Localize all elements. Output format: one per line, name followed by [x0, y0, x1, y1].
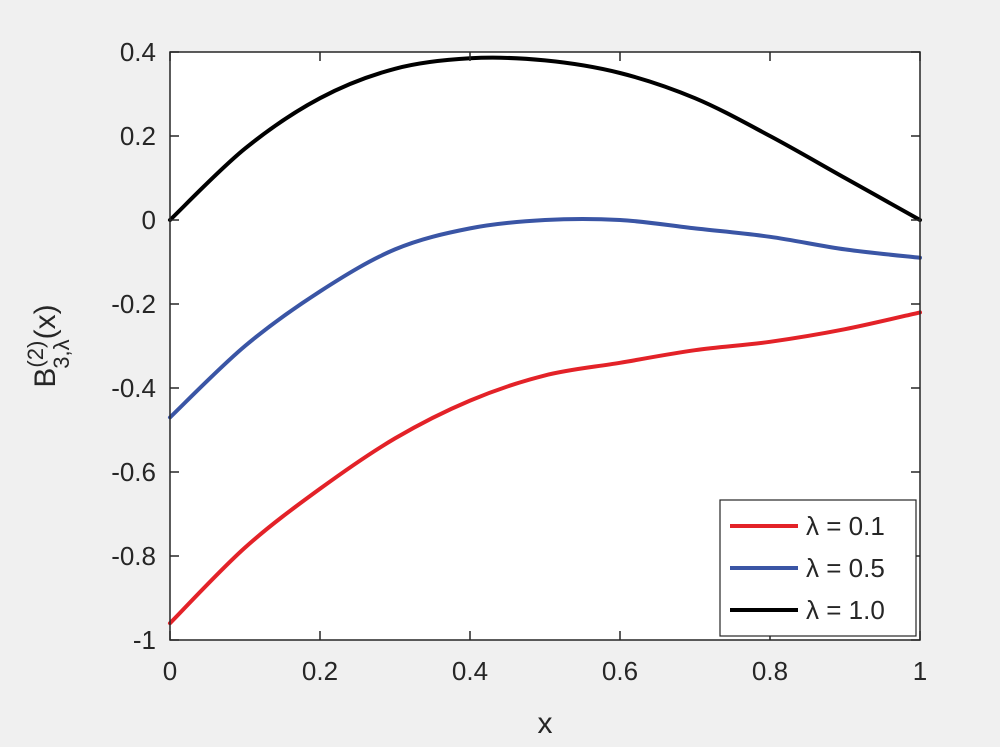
- legend-label-3: λ = 1.0: [806, 595, 885, 625]
- y-tick-labels: -1 -0.8 -0.6 -0.4 -0.2 0 0.2 0.4: [111, 37, 156, 655]
- y-tick-label: 0.2: [120, 121, 156, 151]
- series-line-3: [168, 55, 922, 222]
- legend-label-1: λ = 0.1: [806, 511, 885, 541]
- y-axis-label: B(2)3,λ(x): [23, 304, 74, 387]
- y-tick-label: -0.2: [111, 289, 156, 319]
- series-line-1: [168, 310, 922, 626]
- plot-frame: [169, 51, 921, 641]
- x-tick-label: 1: [913, 656, 927, 686]
- series-line-2: [168, 216, 922, 420]
- y-tick-label: 0: [142, 205, 156, 235]
- legend-box: [719, 499, 917, 637]
- y-tick-label: -0.6: [111, 457, 156, 487]
- legend-label-2: λ = 0.5: [806, 553, 885, 583]
- legend: λ = 0.1 λ = 0.5 λ = 1.0: [719, 499, 917, 637]
- y-tick-label: -0.8: [111, 541, 156, 571]
- y-axis-label-superscript: (2): [23, 341, 48, 368]
- y-axis-label-subscript: 3,λ: [49, 339, 74, 368]
- x-tick-labels: 0 0.2 0.4 0.6 0.8 1: [163, 656, 927, 686]
- x-tick-label: 0.2: [302, 656, 338, 686]
- y-axis-label-suffix: (x): [29, 304, 62, 339]
- y-axis-label-main: B: [29, 368, 62, 388]
- x-tick-label: 0.4: [452, 656, 488, 686]
- x-tick-label: 0.6: [602, 656, 638, 686]
- y-tick-label: 0.4: [120, 37, 156, 67]
- x-tick-label: 0: [163, 656, 177, 686]
- y-tick-label: -1: [133, 625, 156, 655]
- svg-text:B(2)3,λ(x): B(2)3,λ(x): [23, 304, 74, 387]
- x-axis-label: x: [538, 707, 553, 740]
- series-group: [168, 55, 922, 626]
- x-tick-label: 0.8: [752, 656, 788, 686]
- y-tick-label: -0.4: [111, 373, 156, 403]
